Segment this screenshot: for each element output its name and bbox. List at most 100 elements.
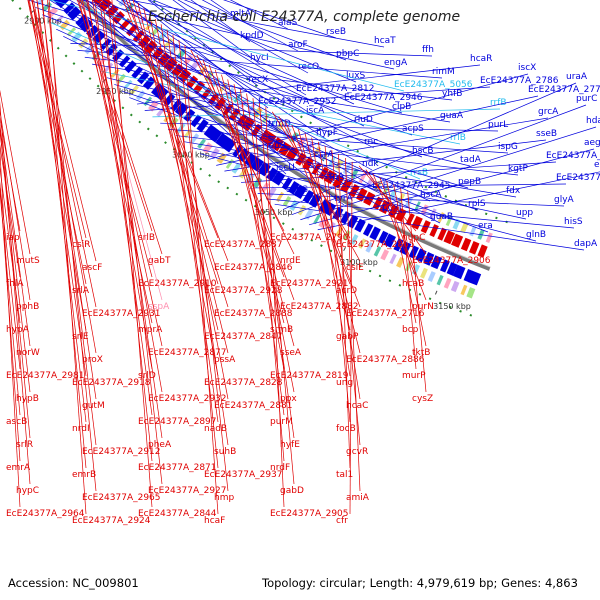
reverse-gene-label: EcE24377A_2887 [204,240,283,250]
forward-gene-arrow [446,262,458,276]
forward-gene-category [71,31,83,43]
reverse-gene-label: EcE24377A_2819 [270,371,349,381]
reverse-gene-label: EcE24377A_2965 [82,493,161,503]
reverse-gene-category [469,225,477,237]
reverse-gene-label: EcE24377A_2877 [148,348,227,358]
forward-gene-label: ffh [422,45,434,55]
reverse-gene-label: focB [336,424,356,434]
reverse-label-leader [324,145,351,423]
forward-gene-label: dapA [574,239,598,249]
forward-gene-arrow [250,156,264,172]
forward-label-leader [224,117,549,172]
forward-gene-arrow [137,71,150,85]
kbp-tick-mark [434,290,438,295]
forward-gene-label: era [478,221,493,231]
forward-label-leader [49,21,421,180]
forward-gene-category [373,246,382,257]
reverse-gene-label: EcE24377A_2937 [204,470,283,480]
reverse-label-leader [227,79,285,370]
reverse-label-leader [271,111,351,239]
reverse-gene-category [452,218,461,230]
reverse-label-leader [154,18,229,400]
forward-gene-label: fdx [506,186,521,196]
reverse-label-leader [87,0,153,370]
forward-gene-label: hcaT [374,36,396,46]
reverse-label-leader [379,176,427,301]
reverse-gene-label: purM [270,417,293,427]
reverse-gene-label: csiR [72,240,90,250]
forward-gene-label: pbpC [336,49,359,59]
kbp-tick-label: 2950 kbp [96,87,134,96]
kbp-tick-label: 3000 kbp [172,150,210,159]
forward-gene-arrow [362,223,374,237]
reverse-gene-label: hypB [16,394,39,404]
reverse-gene-label: EcE24377A_2906 [412,256,491,266]
reverse-label-leader [160,24,219,423]
forward-gene-category [466,287,476,299]
reverse-gene-arrow [278,141,292,157]
forward-gene-category [327,222,336,233]
forward-gene-label: iscA [306,106,325,116]
forward-gene-category [148,100,159,112]
forward-gene-category [350,234,359,245]
reverse-label-leader [166,29,229,446]
forward-gene-label: guaA [440,111,464,121]
forward-label-leader [42,14,423,158]
reverse-label-leader [107,0,163,485]
forward-gene-label: rrlB [450,133,466,143]
forward-gene-label: rluD [354,115,373,125]
forward-gene-label: purL [488,120,508,130]
reverse-label-leader [172,34,219,469]
forward-gene-label: ascG [286,185,308,195]
forward-gene-label: tyrA [334,194,354,204]
reverse-label-leader [304,133,361,354]
forward-gene-label: sseB [536,129,557,139]
reverse-label-leader [0,116,21,232]
reverse-gene-arrow [411,215,423,230]
forward-label-leader [121,0,279,131]
forward-gene-arrow [354,218,366,233]
forward-label-leader [83,0,297,197]
forward-gene-category [460,284,468,296]
reverse-gene-category [365,176,375,188]
forward-gene-arrow [174,102,189,117]
forward-gene-label: aegA [584,138,600,148]
forward-label-leader [300,126,597,221]
reverse-gene-category [183,54,194,65]
reverse-gene-label: hcaB [402,279,424,289]
forward-gene-category [202,142,213,154]
forward-label-leader [102,0,277,153]
forward-gene-arrow [203,124,216,138]
forward-gene-label: glyA [554,195,575,205]
reverse-label-leader [259,102,295,485]
reverse-gene-category [460,221,469,234]
reverse-gene-label: EcE24377A_2981 [6,371,85,381]
forward-gene-category [123,79,133,90]
forward-gene-category [209,147,220,159]
forward-label-leader [223,0,337,39]
forward-gene-label: EcE24377A_2778 [528,85,600,95]
forward-gene-label: lepB [266,141,286,151]
forward-gene-arrow [430,255,443,270]
reverse-label-leader [178,39,229,492]
forward-label-leader [208,73,529,160]
reverse-label-leader [0,129,31,393]
forward-gene-label: guaB [430,212,453,222]
reverse-gene-label: tktB [412,348,430,358]
reverse-gene-label: acrD [336,286,357,296]
forward-gene-label: hisS [564,217,583,227]
reverse-gene-label: gcvR [346,447,368,457]
forward-label-leader [77,49,443,79]
reverse-gene-label: EcE24377A_2905 [270,509,349,519]
forward-gene-category [443,277,452,289]
reverse-gene-category [350,168,359,180]
forward-gene-arrow [415,248,427,263]
forward-label-leader [101,0,365,127]
reverse-gene-category [328,155,337,166]
reverse-gene-label: ung [336,378,353,388]
reverse-gene-category [219,82,228,93]
reverse-gene-label: hcaF [204,516,225,526]
forward-label-leader [283,82,577,210]
forward-label-leader [257,193,565,207]
